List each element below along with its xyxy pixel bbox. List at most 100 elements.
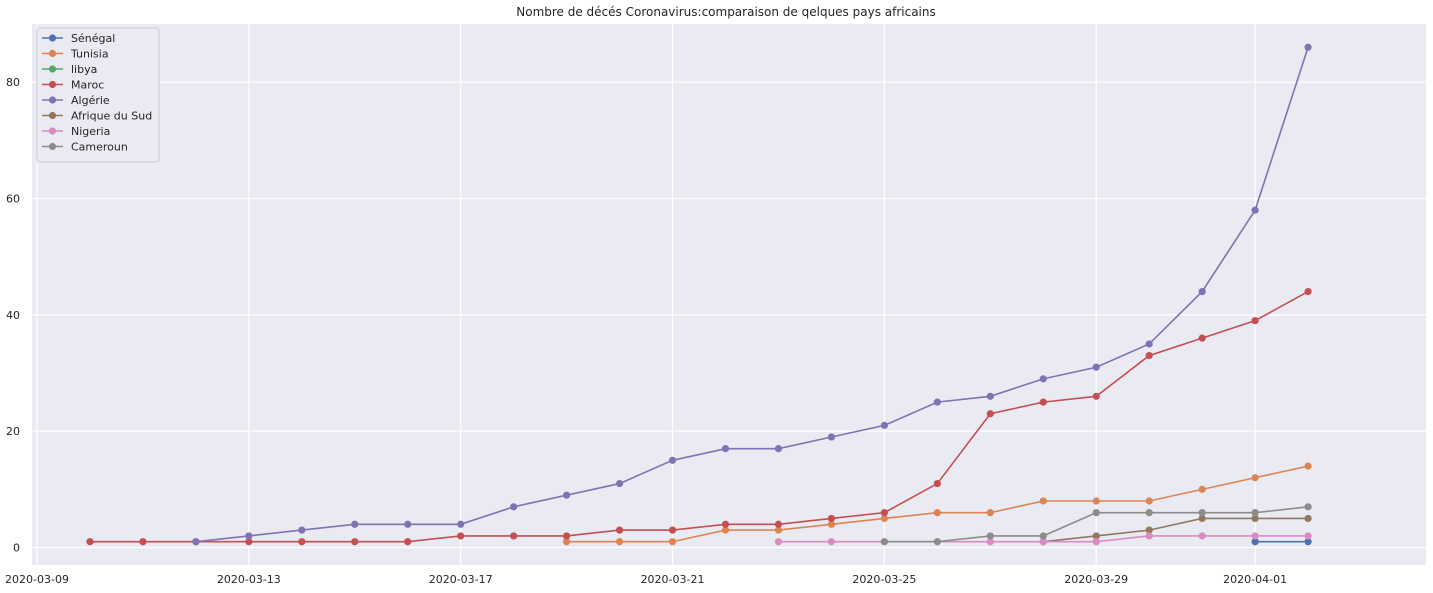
data-point	[1304, 462, 1312, 470]
data-point	[1039, 398, 1047, 406]
data-point	[668, 456, 677, 464]
data-point	[827, 520, 836, 528]
legend: Sénégal Tunisia libya Maroc Algérie Afrique d…	[36, 27, 160, 163]
data-point	[1251, 317, 1259, 325]
series-maroc	[86, 287, 1312, 546]
x-tick-label: 2020-03-21	[641, 573, 705, 586]
legend-item: Tunisia	[42, 48, 109, 61]
data-point	[1145, 532, 1153, 540]
x-axis-ticks: 2020-03-09 2020-03-13 2020-03-17 2020-03-21…	[5, 573, 1287, 586]
plot-area	[32, 24, 1426, 565]
data-point	[774, 538, 783, 546]
data-point	[298, 526, 306, 534]
data-point	[1251, 509, 1259, 517]
legend-item: Sénégal	[42, 32, 115, 45]
y-tick-label: 20	[6, 425, 20, 438]
y-axis-ticks: 0 20 40 60 80	[6, 76, 20, 554]
series-algérie	[192, 43, 1312, 546]
legend-marker	[48, 49, 57, 58]
series-afrique-du-sud	[1039, 514, 1312, 546]
data-point	[1092, 538, 1100, 546]
data-point	[245, 538, 253, 546]
data-point	[721, 445, 730, 453]
series-tunisia	[563, 462, 1312, 546]
data-point	[1039, 532, 1047, 540]
y-tick-label: 0	[13, 542, 20, 555]
data-point	[1251, 474, 1259, 482]
data-point	[986, 392, 994, 400]
data-point	[1039, 375, 1047, 383]
data-point	[139, 538, 147, 546]
data-point	[880, 514, 888, 523]
legend-label: Cameroun	[71, 141, 128, 154]
data-point	[880, 509, 888, 517]
legend-label: libya	[71, 63, 97, 76]
x-tick-label: 2020-03-13	[217, 573, 281, 586]
data-point	[721, 526, 730, 534]
data-point	[615, 479, 624, 488]
data-point	[774, 526, 783, 534]
legend-label: Maroc	[71, 79, 104, 92]
series-line	[1043, 517, 1309, 543]
legend-label: Algérie	[71, 94, 110, 107]
data-point	[404, 520, 412, 528]
legend-marker	[48, 127, 57, 135]
data-point	[510, 532, 518, 540]
data-point	[1145, 526, 1153, 534]
data-point	[933, 479, 941, 488]
legend-marker	[48, 111, 57, 120]
data-point	[1092, 497, 1100, 505]
data-point	[245, 532, 253, 540]
data-point	[1304, 538, 1312, 546]
data-point	[1198, 514, 1206, 523]
legend-marker	[48, 142, 57, 151]
y-tick-label: 40	[6, 309, 20, 322]
chart-title: Nombre de décés Coronavirus:comparaison …	[516, 5, 936, 19]
series-sénégal	[1251, 538, 1312, 546]
x-tick-label: 2020-04-01	[1223, 573, 1287, 586]
data-point	[933, 538, 941, 546]
data-point	[986, 538, 994, 546]
y-tick-label: 60	[6, 193, 20, 206]
data-point	[86, 538, 94, 546]
data-point	[1304, 43, 1312, 51]
data-point	[1251, 532, 1259, 540]
data-point	[457, 532, 465, 540]
y-tick-label: 80	[6, 76, 20, 89]
data-point	[933, 398, 941, 406]
data-point	[1039, 538, 1047, 546]
data-point	[1198, 485, 1206, 493]
legend-item: Maroc	[42, 79, 104, 92]
data-point	[1304, 287, 1312, 296]
data-point	[1198, 509, 1206, 517]
legend-marker	[48, 96, 57, 104]
data-point	[1251, 514, 1259, 523]
data-point	[668, 526, 677, 534]
data-point	[1092, 532, 1100, 540]
data-point	[668, 538, 677, 546]
legend-marker	[48, 65, 57, 73]
data-point	[563, 538, 571, 546]
data-point	[1092, 509, 1100, 517]
x-tick-label: 2020-03-25	[852, 573, 916, 586]
data-point	[827, 538, 836, 546]
data-point	[1304, 514, 1312, 523]
series-line	[89, 290, 1309, 543]
legend-label: Tunisia	[70, 48, 109, 61]
x-tick-label: 2020-03-29	[1064, 573, 1128, 586]
data-point	[1145, 497, 1153, 505]
data-point	[563, 491, 571, 499]
data-point	[1198, 334, 1206, 342]
legend-item: Nigeria	[42, 125, 110, 138]
data-point	[1251, 538, 1259, 546]
data-point	[404, 538, 412, 546]
data-point	[880, 421, 888, 429]
data-point	[298, 538, 306, 546]
data-point	[1251, 206, 1259, 214]
data-point	[192, 538, 200, 546]
data-point	[827, 433, 836, 441]
legend-item: Algérie	[42, 94, 110, 107]
data-point	[827, 514, 836, 523]
data-point	[986, 509, 994, 517]
